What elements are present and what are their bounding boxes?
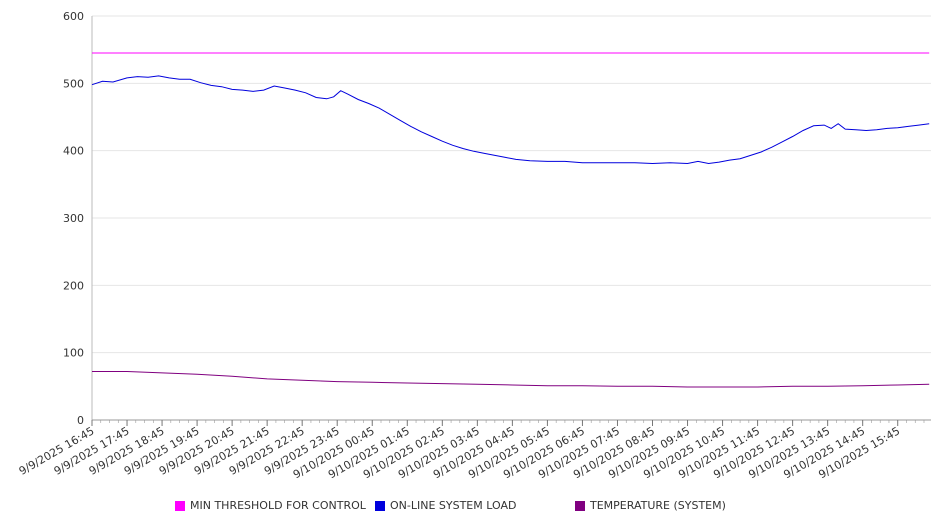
grid-lines [92, 15, 931, 354]
legend-label: ON-LINE SYSTEM LOAD [390, 499, 517, 512]
legend-item[interactable]: ON-LINE SYSTEM LOAD [375, 499, 516, 512]
series-line-2 [92, 371, 930, 388]
y-tick-label: 0 [77, 414, 84, 427]
y-tick-label: 200 [63, 279, 84, 292]
series-lines [91, 52, 930, 388]
legend-label: TEMPERATURE (SYSTEM) [590, 499, 726, 512]
y-tick-label: 400 [63, 145, 84, 158]
y-tick-label: 300 [63, 212, 84, 225]
legend-item[interactable]: MIN THRESHOLD FOR CONTROL [175, 499, 366, 512]
legend-swatch [575, 500, 585, 511]
y-tick-label: 600 [63, 10, 84, 23]
y-axis-tick-labels: 0 100 200 300 400 500 600 [63, 10, 84, 427]
y-tick-label: 500 [63, 77, 84, 90]
legend-swatch [175, 500, 185, 511]
legend-item[interactable]: TEMPERATURE (SYSTEM) [575, 499, 726, 512]
axes [91, 16, 931, 426]
y-tick-label: 100 [63, 347, 84, 360]
x-axis-tick-labels: 9/9/2025 16:459/9/2025 17:459/9/2025 18:… [17, 424, 902, 481]
legend: MIN THRESHOLD FOR CONTROL ON-LINE SYSTEM … [0, 499, 946, 515]
legend-swatch [375, 500, 385, 511]
legend-label: MIN THRESHOLD FOR CONTROL [190, 499, 366, 512]
series-line-1 [91, 75, 930, 165]
